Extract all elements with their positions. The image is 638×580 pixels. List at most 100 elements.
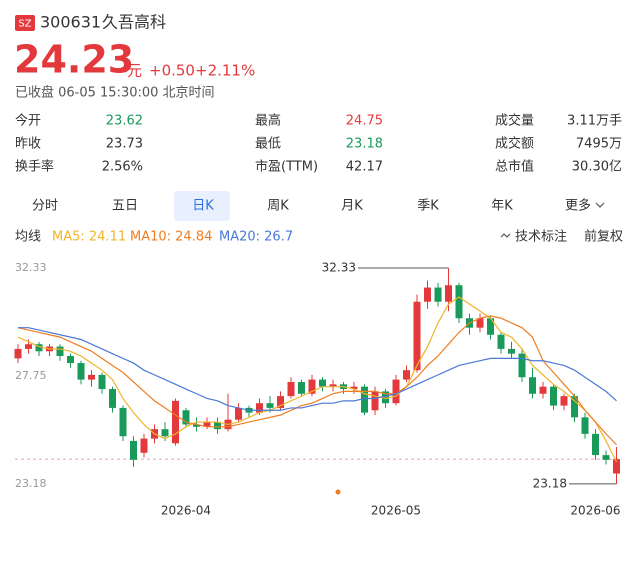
candle-body	[277, 396, 284, 408]
candle-body	[361, 386, 368, 413]
stock-code: 300631	[40, 13, 101, 32]
event-dot	[335, 489, 341, 495]
candle-body	[508, 348, 515, 354]
tool[interactable]: 技术标注	[515, 230, 567, 245]
market-badge	[15, 15, 35, 31]
candle-body	[371, 391, 379, 411]
stat-value: 30.30亿	[572, 160, 622, 175]
candle-body	[592, 433, 599, 456]
change: +0.50	[149, 62, 195, 80]
stat-label: 换手率	[15, 159, 54, 175]
stat-value: 42.17	[346, 160, 383, 175]
candle-body	[455, 285, 463, 319]
legend-entry: MA20: 26.7	[219, 230, 293, 245]
stat-label: 今开	[15, 113, 41, 129]
candle-body	[308, 379, 316, 394]
stat-value: 24.75	[346, 114, 383, 129]
candle-body	[560, 396, 568, 406]
candle-body	[403, 370, 410, 380]
tab[interactable]: 年K	[491, 199, 513, 214]
ma-line	[17, 296, 618, 463]
candle-body	[350, 386, 358, 390]
candle-body	[14, 348, 22, 359]
candle-body	[382, 391, 389, 404]
candle-body	[98, 374, 106, 390]
price-unit: 元	[127, 62, 142, 80]
stat-label: 市盈(TTM)	[255, 159, 318, 175]
candle-body	[214, 422, 221, 430]
market: SZ	[18, 19, 31, 30]
candle-body	[256, 403, 263, 413]
candle-body	[67, 356, 74, 364]
candle-body	[329, 384, 337, 387]
y-tick-label: 32.33	[15, 261, 47, 274]
legend-entry: MA5: 24.11	[52, 230, 126, 245]
candle-body	[476, 318, 484, 328]
candle-body	[56, 346, 64, 357]
candle-body	[413, 301, 421, 371]
candle-body	[140, 438, 148, 453]
ma-line	[18, 327, 617, 411]
tab[interactable]: 月K	[341, 199, 363, 214]
candle-body	[203, 422, 211, 427]
x-tick-label: 2026-04	[161, 504, 211, 518]
candle-body	[172, 400, 179, 444]
max-label: 32.33	[322, 260, 356, 274]
candle-body	[550, 386, 557, 406]
active-tab-bg	[174, 191, 230, 221]
change-pct: +2.11%	[195, 62, 255, 80]
stat-value: 23.18	[346, 137, 383, 152]
candle-body	[161, 429, 169, 437]
candle-body	[266, 403, 274, 408]
stat-label: 总市值	[495, 159, 534, 175]
ma-line	[17, 315, 617, 446]
tab[interactable]: 分时	[32, 199, 58, 214]
legend-entry: MA10: 24.84	[130, 230, 212, 245]
stat-label: 最低	[255, 137, 281, 152]
tab[interactable]: 季K	[417, 199, 439, 214]
stat-label: 昨收	[15, 137, 41, 152]
candle-body	[529, 377, 536, 394]
candle-body	[571, 396, 578, 418]
stock-name: 久吾高科	[102, 13, 166, 32]
x-tick-label: 2026-05	[371, 504, 421, 518]
candle-body	[88, 374, 95, 380]
stat-label: 最高	[255, 113, 281, 129]
candle-body	[109, 389, 116, 408]
candle-body	[539, 386, 547, 394]
candle-body	[581, 417, 589, 434]
candle-body	[392, 379, 400, 404]
stat-label: 成交额	[495, 136, 534, 152]
tab[interactable]: 日K	[192, 199, 214, 214]
candle-body	[35, 344, 43, 352]
indicator: 均线	[15, 230, 41, 245]
tab[interactable]: 更多	[565, 198, 591, 214]
candle-body	[193, 424, 200, 427]
x-tick-label: 2026-06	[570, 504, 620, 518]
candle-body	[235, 407, 242, 420]
candle-body	[434, 287, 442, 302]
candle-body	[518, 353, 526, 378]
stat-value: 7495万	[576, 137, 622, 152]
min-label: 23.18	[533, 476, 567, 490]
candle-body	[298, 381, 305, 394]
stat-value: 23.73	[106, 137, 143, 152]
candle-body	[613, 459, 620, 474]
tab[interactable]: 周K	[267, 199, 289, 214]
y-tick-label: 27.75	[15, 369, 47, 382]
candle-body	[319, 379, 326, 387]
tool[interactable]: 前复权	[584, 229, 623, 245]
y-tick-label: 23.18	[15, 477, 47, 490]
annotate-icon	[500, 233, 511, 238]
candle-body	[25, 344, 32, 349]
candle-body	[77, 363, 85, 380]
tab[interactable]: 五日	[112, 199, 138, 214]
more-chevron	[595, 202, 605, 208]
candle-body	[602, 455, 610, 460]
candle-body	[424, 287, 431, 302]
stat-label: 成交量	[495, 113, 534, 129]
candle-body	[119, 407, 127, 437]
stat-value: 2.56%	[102, 160, 143, 175]
candle-body	[182, 410, 190, 425]
